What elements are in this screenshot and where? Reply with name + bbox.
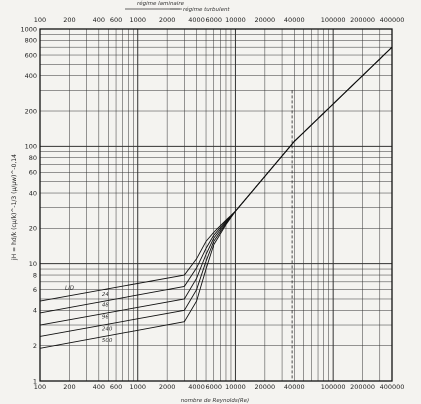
x-tick-label-top: 400000 xyxy=(380,16,405,24)
y-axis-label: jH = hd/k (cμ/k)^-1/3 (μ/μw)^-0,14 xyxy=(11,154,18,261)
x-tick-label-bottom: 4000 xyxy=(188,383,205,391)
chart-labels: 100 200 400 600 1000 2000 4000 6000 10000 20000 40… xyxy=(20,16,404,391)
regime-laminar-label: régime laminaire xyxy=(137,0,185,7)
y-tick-label: 400 xyxy=(25,72,37,80)
y-tick-label: 8 xyxy=(33,271,37,279)
x-tick-label-bottom: 6000 xyxy=(205,383,222,391)
y-tick-label: 200 xyxy=(25,107,37,115)
x-tick-label-top: 100 xyxy=(34,16,46,24)
y-tick-label: 20 xyxy=(29,225,37,233)
regime-turbulent-label: régime turbulent xyxy=(183,6,230,13)
series-line-5 xyxy=(39,46,393,349)
x-tick-label-bottom: 200000 xyxy=(350,383,375,391)
x-tick-label-top: 200 xyxy=(63,16,75,24)
x-tick-label-bottom: 100000 xyxy=(321,383,346,391)
y-tick-label: 800 xyxy=(25,37,37,45)
ld-value-label: 240 xyxy=(102,326,113,332)
series-line-2 xyxy=(39,46,393,314)
y-tick-label: 100 xyxy=(25,143,37,151)
ld-value-label: 24 xyxy=(102,292,109,298)
x-tick-label-bottom: 600 xyxy=(110,383,122,391)
x-tick-label-top: 600 xyxy=(110,16,122,24)
y-tick-label: 1000 xyxy=(20,25,37,33)
x-tick-label-bottom: 10000 xyxy=(225,383,246,391)
series-line-1 xyxy=(39,46,393,302)
x-tick-label-top: 4000 xyxy=(188,16,205,24)
x-tick-label-top: 1000 xyxy=(129,16,146,24)
y-tick-label: 600 xyxy=(25,51,37,59)
x-tick-label-top: 40000 xyxy=(284,16,305,24)
x-tick-label-bottom: 400 xyxy=(93,383,105,391)
x-tick-label-bottom: 200 xyxy=(63,383,75,391)
ld-header-label: L/D xyxy=(65,286,74,292)
x-tick-label-top: 20000 xyxy=(255,16,276,24)
chart-series xyxy=(39,46,393,349)
y-tick-label: 60 xyxy=(29,169,37,177)
x-tick-label-top: 100000 xyxy=(321,16,346,24)
y-tick-label: 4 xyxy=(33,307,37,315)
ld-value-label: 48 xyxy=(102,303,109,309)
x-tick-label-bottom: 2000 xyxy=(159,383,176,391)
x-tick-label-bottom: 1000 xyxy=(129,383,146,391)
ld-value-label: 500 xyxy=(102,338,113,344)
y-tick-label: 40 xyxy=(29,189,37,197)
y-tick-label: 10 xyxy=(29,260,37,268)
x-tick-label-top: 400 xyxy=(93,16,105,24)
ld-value-label: 96 xyxy=(102,315,109,321)
chart-frame xyxy=(39,8,393,382)
x-tick-label-bottom: 400000 xyxy=(380,383,405,391)
x-tick-label-bottom: 40000 xyxy=(284,383,305,391)
x-tick-label-bottom: 100 xyxy=(34,383,46,391)
series-line-3 xyxy=(39,46,393,326)
x-tick-label-bottom: 20000 xyxy=(255,383,276,391)
chart-grid xyxy=(39,28,393,382)
y-tick-label: 2 xyxy=(33,342,37,350)
x-tick-label-top: 10000 xyxy=(225,16,246,24)
x-axis-label: nombre de Reynolds(Re) xyxy=(181,398,249,404)
x-tick-label-top: 200000 xyxy=(350,16,375,24)
plot-border xyxy=(39,28,393,382)
y-tick-label: 6 xyxy=(33,286,37,294)
y-tick-label: 1 xyxy=(33,377,37,385)
x-tick-label-top: 2000 xyxy=(159,16,176,24)
x-tick-label-top: 6000 xyxy=(205,16,222,24)
y-tick-label: 80 xyxy=(29,154,37,162)
